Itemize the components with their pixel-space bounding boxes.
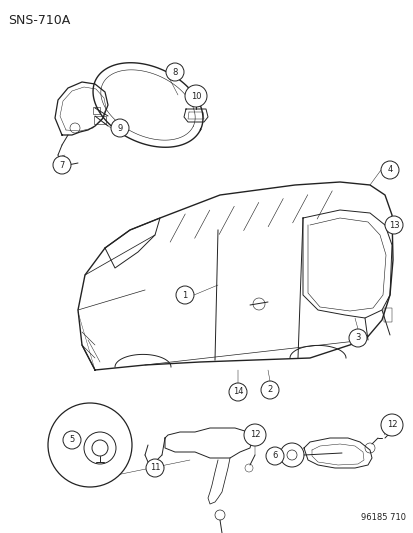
Text: SNS-710A: SNS-710A bbox=[8, 14, 70, 27]
Circle shape bbox=[266, 447, 283, 465]
Circle shape bbox=[380, 161, 398, 179]
Circle shape bbox=[348, 329, 366, 347]
Circle shape bbox=[185, 85, 206, 107]
Circle shape bbox=[111, 119, 129, 137]
Circle shape bbox=[260, 381, 278, 399]
Circle shape bbox=[63, 431, 81, 449]
Bar bbox=[93, 107, 100, 114]
Circle shape bbox=[166, 63, 183, 81]
Text: 2: 2 bbox=[267, 385, 272, 394]
Circle shape bbox=[228, 383, 247, 401]
Circle shape bbox=[146, 459, 164, 477]
Text: 1: 1 bbox=[182, 290, 187, 300]
Text: 96185 710: 96185 710 bbox=[360, 513, 405, 522]
Text: 12: 12 bbox=[386, 421, 396, 430]
Circle shape bbox=[243, 424, 266, 446]
Text: 9: 9 bbox=[117, 124, 122, 133]
Bar bbox=[94, 116, 106, 124]
Text: 13: 13 bbox=[388, 221, 399, 230]
Text: 7: 7 bbox=[59, 160, 64, 169]
Text: 4: 4 bbox=[387, 166, 392, 174]
Text: 10: 10 bbox=[190, 92, 201, 101]
Text: 6: 6 bbox=[272, 451, 277, 461]
Text: 14: 14 bbox=[232, 387, 243, 397]
Circle shape bbox=[53, 156, 71, 174]
Text: 5: 5 bbox=[69, 435, 74, 445]
Text: 3: 3 bbox=[354, 334, 360, 343]
Text: 8: 8 bbox=[172, 68, 177, 77]
Circle shape bbox=[384, 216, 402, 234]
Text: 11: 11 bbox=[150, 464, 160, 472]
Circle shape bbox=[380, 414, 402, 436]
Text: 12: 12 bbox=[249, 431, 260, 440]
Bar bbox=[383, 308, 391, 322]
Circle shape bbox=[176, 286, 194, 304]
